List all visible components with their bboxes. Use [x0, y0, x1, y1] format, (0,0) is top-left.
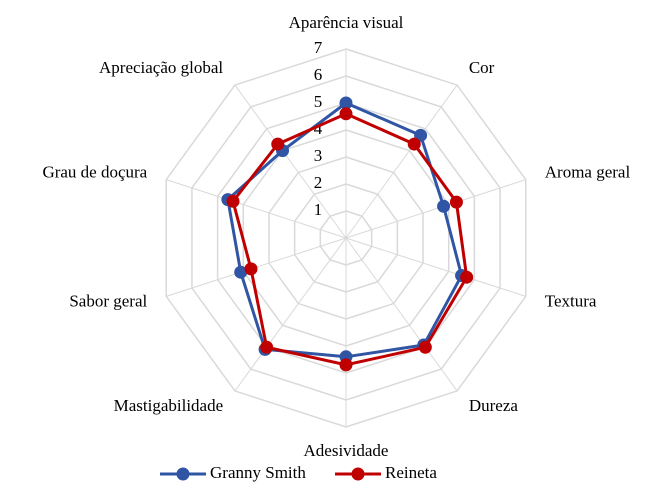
y-tick-label: 7 [314, 38, 323, 57]
legend-label: Granny Smith [210, 463, 306, 482]
series-marker [460, 270, 474, 284]
legend-label: Reineta [385, 463, 437, 482]
spoke [345, 237, 458, 392]
series-marker [271, 137, 285, 151]
y-tick-label: 6 [314, 65, 323, 84]
legend-marker [351, 467, 365, 481]
series-marker [339, 107, 353, 121]
spoke [234, 84, 347, 239]
y-tick-label: 4 [314, 119, 323, 138]
category-label: Sabor geral [69, 291, 147, 310]
legend-marker [176, 467, 190, 481]
series-marker [339, 96, 353, 110]
series-marker [339, 358, 353, 372]
series-marker [260, 340, 274, 354]
spoke [234, 237, 347, 392]
y-tick-label: 3 [314, 146, 323, 165]
series-marker [407, 137, 421, 151]
series-marker [437, 199, 451, 213]
y-tick-label: 5 [314, 92, 323, 111]
series-marker [226, 194, 240, 208]
category-label: Cor [469, 58, 495, 77]
category-label: Adesividade [304, 441, 389, 460]
spoke [345, 84, 458, 239]
category-label: Dureza [469, 396, 519, 415]
series-marker [449, 195, 463, 209]
spoke [166, 179, 347, 239]
category-label: Aroma geral [545, 162, 631, 181]
series-marker [244, 262, 258, 276]
series-marker [234, 265, 248, 279]
category-label: Apreciação global [99, 58, 223, 77]
category-label: Grau de doçura [42, 162, 147, 181]
spoke [345, 237, 526, 297]
spoke [345, 179, 526, 239]
series-marker [418, 340, 432, 354]
y-tick-label: 2 [314, 173, 323, 192]
category-label: Aparência visual [289, 13, 404, 32]
category-label: Mastigabilidade [114, 396, 224, 415]
y-tick-label: 1 [314, 200, 323, 219]
category-label: Textura [545, 291, 597, 310]
